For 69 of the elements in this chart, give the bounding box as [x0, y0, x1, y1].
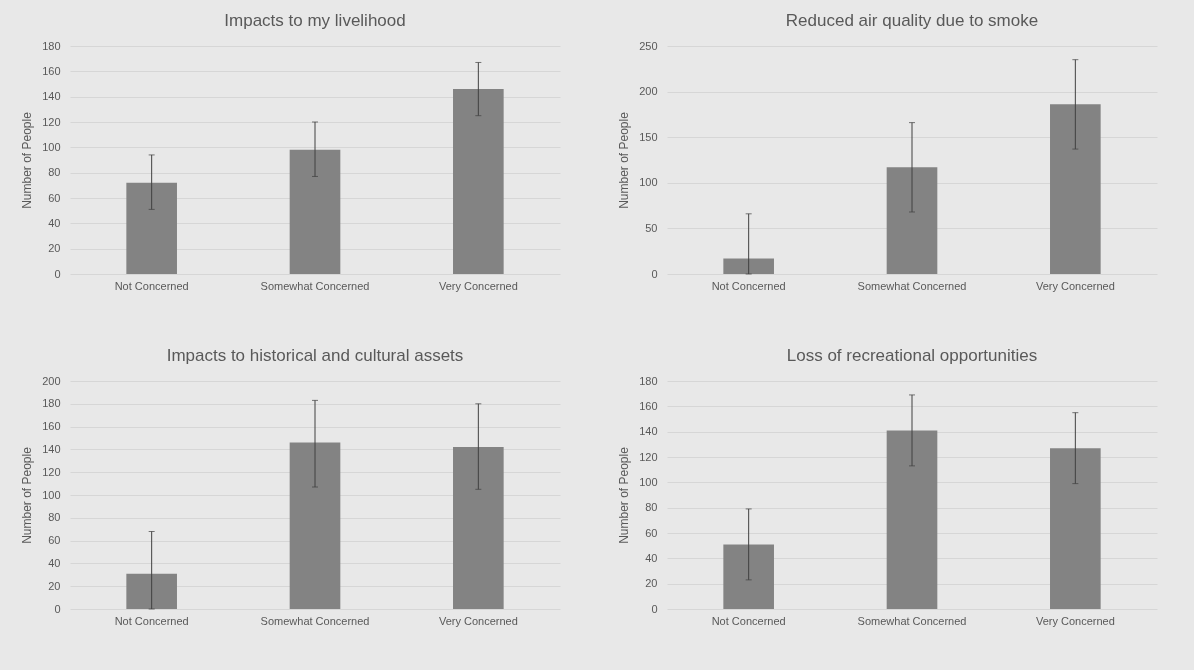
- bar: [1050, 448, 1101, 609]
- y-tick-label: 0: [651, 267, 658, 280]
- y-tick-label: 120: [42, 115, 61, 128]
- chart-title: Reduced air quality due to smoke: [785, 11, 1039, 30]
- y-tick-label: 150: [639, 130, 658, 143]
- y-tick-label: 140: [42, 442, 61, 455]
- y-tick-label: 160: [42, 420, 61, 433]
- x-tick-label: Very Concerned: [1035, 279, 1115, 292]
- y-tick-label: 120: [42, 465, 61, 478]
- y-axis-title: Number of People: [617, 446, 632, 544]
- y-tick-label: 250: [639, 39, 658, 52]
- y-tick-label: 180: [42, 39, 61, 52]
- x-tick-label: Somewhat Concerned: [857, 279, 967, 292]
- bar: [289, 149, 341, 274]
- y-tick-label: 20: [48, 242, 61, 255]
- y-tick-label: 160: [42, 64, 61, 77]
- x-tick-label: Very Concerned: [438, 279, 518, 292]
- y-tick-label: 100: [42, 488, 61, 501]
- x-tick-label: Somewhat Concerned: [260, 614, 370, 627]
- y-tick-label: 200: [639, 85, 658, 98]
- y-tick-label: 80: [645, 501, 658, 514]
- y-tick-label: 0: [54, 602, 61, 615]
- bar: [126, 573, 177, 609]
- y-tick-label: 0: [54, 267, 61, 280]
- x-tick-label: Not Concerned: [711, 614, 786, 627]
- y-tick-label: 100: [639, 475, 658, 488]
- y-tick-label: 160: [639, 399, 658, 412]
- y-axis-title: Number of People: [20, 111, 35, 209]
- y-tick-label: 20: [645, 577, 658, 590]
- y-tick-label: 60: [48, 191, 61, 204]
- bar: [723, 258, 774, 274]
- bar: [453, 89, 504, 274]
- bar: [453, 447, 504, 609]
- y-tick-label: 140: [639, 425, 658, 438]
- y-tick-label: 80: [48, 511, 61, 524]
- bar: [886, 430, 938, 609]
- chart-title: Loss of recreational opportunities: [786, 346, 1038, 365]
- y-tick-label: 100: [42, 140, 61, 153]
- bar: [723, 544, 774, 609]
- chart-title: Impacts to my livelihood: [224, 11, 406, 30]
- y-tick-label: 0: [651, 602, 658, 615]
- y-tick-label: 40: [48, 556, 61, 569]
- y-tick-label: 200: [42, 374, 61, 387]
- x-tick-label: Somewhat Concerned: [260, 279, 370, 292]
- bar: [886, 167, 938, 274]
- x-tick-label: Not Concerned: [711, 279, 786, 292]
- chart-title: Impacts to historical and cultural assets: [166, 346, 464, 365]
- x-tick-label: Very Concerned: [1035, 614, 1115, 627]
- y-tick-label: 50: [645, 221, 658, 234]
- y-tick-label: 120: [639, 450, 658, 463]
- x-tick-label: Very Concerned: [438, 614, 518, 627]
- y-tick-label: 80: [48, 166, 61, 179]
- y-tick-label: 40: [645, 551, 658, 564]
- y-tick-label: 20: [48, 579, 61, 592]
- x-tick-label: Somewhat Concerned: [857, 614, 967, 627]
- y-tick-label: 180: [42, 397, 61, 410]
- y-axis-title: Number of People: [20, 446, 35, 544]
- bar: [1050, 104, 1101, 274]
- y-tick-label: 100: [639, 176, 658, 189]
- x-tick-label: Not Concerned: [114, 614, 189, 627]
- y-tick-label: 60: [48, 534, 61, 547]
- y-tick-label: 40: [48, 216, 61, 229]
- y-axis-title: Number of People: [617, 111, 632, 209]
- bar: [289, 442, 341, 609]
- y-tick-label: 60: [645, 526, 658, 539]
- bar: [126, 182, 177, 274]
- x-tick-label: Not Concerned: [114, 279, 189, 292]
- y-tick-label: 180: [639, 374, 658, 387]
- y-tick-label: 140: [42, 90, 61, 103]
